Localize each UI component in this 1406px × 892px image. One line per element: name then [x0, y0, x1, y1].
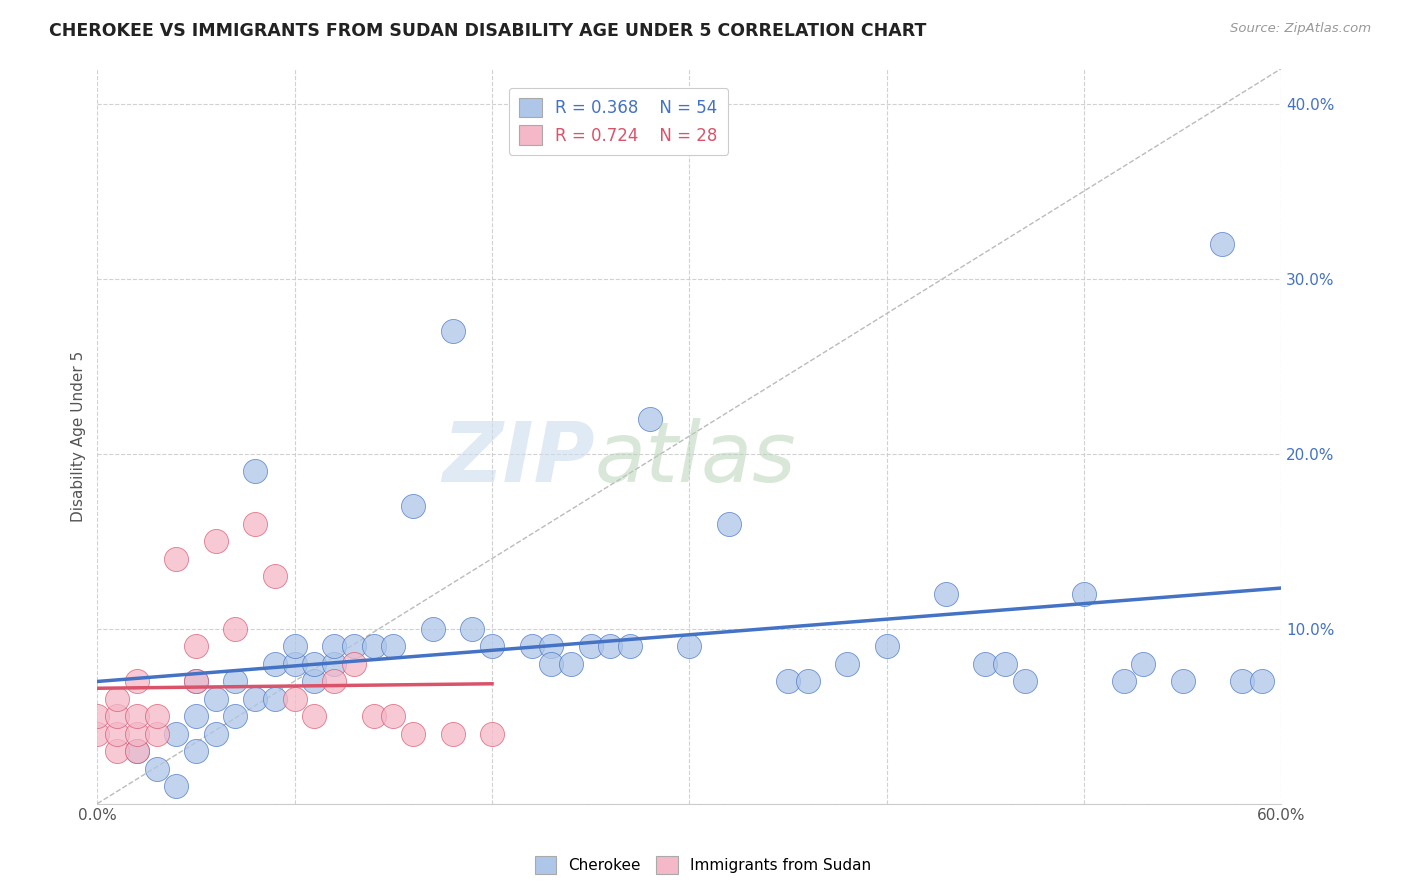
Point — [461, 622, 484, 636]
Point — [1250, 674, 1272, 689]
Point — [264, 657, 287, 671]
Point — [323, 639, 346, 653]
Point — [184, 674, 207, 689]
Point — [1171, 674, 1194, 689]
Point — [145, 709, 167, 723]
Point — [165, 726, 187, 740]
Point — [184, 709, 207, 723]
Point — [323, 657, 346, 671]
Point — [125, 744, 148, 758]
Point — [520, 639, 543, 653]
Point — [363, 709, 385, 723]
Point — [599, 639, 621, 653]
Point — [245, 516, 267, 531]
Point — [184, 674, 207, 689]
Point — [304, 657, 326, 671]
Point — [184, 744, 207, 758]
Point — [579, 639, 602, 653]
Point — [105, 744, 128, 758]
Point — [382, 639, 405, 653]
Point — [935, 586, 957, 600]
Point — [264, 569, 287, 583]
Point — [323, 674, 346, 689]
Point — [994, 657, 1017, 671]
Point — [284, 657, 307, 671]
Point — [245, 464, 267, 478]
Point — [284, 691, 307, 706]
Point — [125, 674, 148, 689]
Point — [441, 324, 464, 338]
Point — [678, 639, 700, 653]
Point — [776, 674, 799, 689]
Point — [1132, 657, 1154, 671]
Point — [481, 639, 503, 653]
Point — [481, 726, 503, 740]
Point — [264, 691, 287, 706]
Point — [540, 639, 562, 653]
Point — [145, 726, 167, 740]
Point — [540, 657, 562, 671]
Legend: Cherokee, Immigrants from Sudan: Cherokee, Immigrants from Sudan — [529, 850, 877, 880]
Point — [284, 639, 307, 653]
Text: CHEROKEE VS IMMIGRANTS FROM SUDAN DISABILITY AGE UNDER 5 CORRELATION CHART: CHEROKEE VS IMMIGRANTS FROM SUDAN DISABI… — [49, 22, 927, 40]
Point — [125, 726, 148, 740]
Point — [105, 726, 128, 740]
Y-axis label: Disability Age Under 5: Disability Age Under 5 — [72, 351, 86, 522]
Point — [184, 639, 207, 653]
Point — [204, 534, 226, 549]
Point — [204, 726, 226, 740]
Point — [382, 709, 405, 723]
Point — [876, 639, 898, 653]
Point — [165, 551, 187, 566]
Point — [86, 709, 108, 723]
Point — [717, 516, 740, 531]
Point — [797, 674, 820, 689]
Point — [224, 709, 246, 723]
Point — [245, 691, 267, 706]
Point — [343, 639, 366, 653]
Point — [402, 726, 425, 740]
Point — [145, 762, 167, 776]
Point — [125, 744, 148, 758]
Text: atlas: atlas — [595, 417, 796, 499]
Point — [86, 726, 108, 740]
Point — [560, 657, 582, 671]
Point — [343, 657, 366, 671]
Point — [224, 674, 246, 689]
Point — [224, 622, 246, 636]
Point — [1073, 586, 1095, 600]
Point — [974, 657, 997, 671]
Point — [441, 726, 464, 740]
Point — [304, 674, 326, 689]
Point — [1112, 674, 1135, 689]
Point — [105, 709, 128, 723]
Text: Source: ZipAtlas.com: Source: ZipAtlas.com — [1230, 22, 1371, 36]
Legend: R = 0.368    N = 54, R = 0.724    N = 28: R = 0.368 N = 54, R = 0.724 N = 28 — [509, 88, 728, 154]
Point — [638, 411, 661, 425]
Point — [1014, 674, 1036, 689]
Point — [1230, 674, 1253, 689]
Point — [165, 779, 187, 793]
Point — [363, 639, 385, 653]
Point — [837, 657, 859, 671]
Point — [1211, 236, 1233, 251]
Point — [619, 639, 641, 653]
Point — [105, 691, 128, 706]
Point — [204, 691, 226, 706]
Point — [422, 622, 444, 636]
Point — [304, 709, 326, 723]
Text: ZIP: ZIP — [441, 417, 595, 499]
Point — [125, 709, 148, 723]
Point — [402, 499, 425, 513]
